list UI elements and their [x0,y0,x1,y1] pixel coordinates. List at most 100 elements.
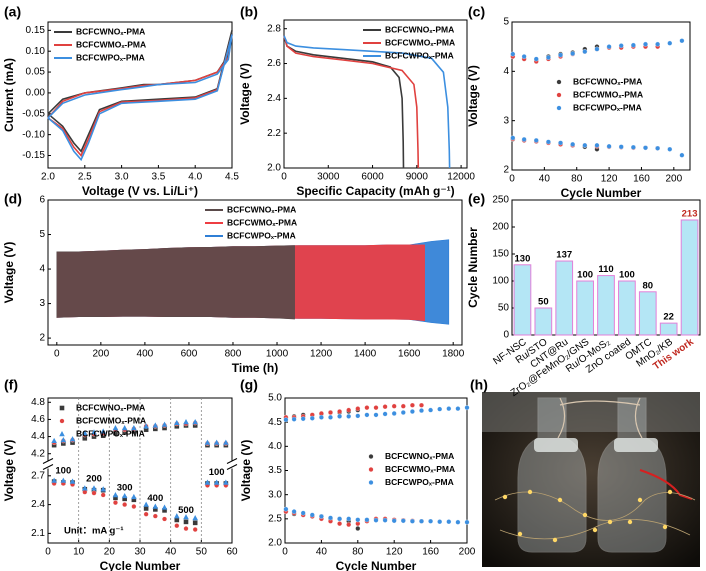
marker [630,42,636,48]
y-tick-label: 0 [503,330,509,341]
marker [204,439,211,445]
legend-label: BCFCWNOₓ-PMA [76,402,145,412]
y-tick-label: 4.2 [31,448,45,459]
marker [143,506,149,511]
marker [100,492,106,498]
marker [364,405,370,411]
marker [346,516,352,522]
leds [502,489,673,543]
y-tick-label: 3.5 [268,465,282,476]
y-tick-label: 150 [492,249,509,260]
marker [582,49,588,55]
y-tick-label: 3.0 [268,489,282,500]
marker [131,497,137,503]
rate-label: 500 [178,505,194,516]
x-tick-label: 200 [93,349,110,360]
x-axis-label: Cycle Number [100,559,181,571]
x-tick-label: 60 [226,547,238,558]
legend-label: BCFCWPOₓ-PMA [573,102,642,112]
marker [213,439,220,445]
axis-break-gap [45,460,51,469]
plot-frame [283,19,468,169]
marker [346,413,352,419]
marker [183,419,189,425]
value-label: 22 [663,312,674,323]
marker [630,144,636,150]
led-string [494,491,696,540]
x-tick-label: 1000 [266,349,289,360]
marker [428,407,434,413]
marker [594,46,600,52]
marker [309,415,315,421]
marker [69,436,76,442]
rate-label: 200 [86,473,102,484]
marker [446,519,452,525]
panel-label: (e) [468,191,485,207]
y-tick-label: 3 [39,298,45,309]
marker [152,422,159,428]
marker [558,52,563,58]
bar [638,291,657,336]
marker [91,434,97,439]
marker [510,51,516,57]
x-tick-label: 3.5 [151,172,165,183]
x-tick-label: 0 [281,172,287,183]
y-axis-label: Voltage (V) [466,65,480,127]
marker [82,430,88,436]
marker [355,413,361,419]
y-tick-label: 2.6 [267,58,281,69]
panel-label: (f) [4,377,18,393]
x-tick-label: 3000 [317,172,340,183]
marker [618,144,624,150]
marker [161,504,168,510]
y-tick-label: 2.0 [267,163,281,174]
y-tick-label: 5 [39,229,45,240]
y-axis-label: Cycle Number [466,227,480,308]
value-label: 213 [682,208,698,219]
marker [545,139,551,145]
axis-break [42,458,54,470]
marker [174,419,180,426]
bar [576,280,594,336]
marker [667,40,673,46]
x-tick-label: 2.5 [78,172,92,183]
x-tick-label: 2.0 [41,172,55,183]
marker [368,480,374,485]
marker [100,428,106,434]
marker [382,517,388,523]
marker [122,429,127,435]
unit-label: Unit：mA g⁻¹ [64,526,124,537]
marker [192,515,198,521]
marker [91,429,97,435]
y-tick-label: -0.10 [22,129,45,140]
marker [112,425,119,431]
marker [143,423,149,429]
y-tick-label: 6 [39,195,45,206]
marker [192,423,198,428]
marker [82,485,88,491]
marker [223,479,229,485]
x-axis-label: Voltage (V vs. Li/Li⁺) [82,184,198,198]
y-tick-label: 2.4 [267,93,281,104]
marker [183,526,189,532]
marker [143,511,149,517]
marker [346,407,352,413]
wire [557,397,643,439]
x-tick-label: 800 [225,349,242,360]
y-tick-label: 2.8 [267,23,281,34]
bar [513,264,532,336]
marker [337,409,343,414]
marker [100,486,106,492]
marker [464,405,470,411]
marker [558,140,563,146]
y-axis-label: Voltage (V) [2,440,16,502]
x-tick-label: 4.0 [188,172,202,183]
marker [409,409,415,414]
marker [59,431,65,437]
y-tick-label: 3 [503,115,509,126]
marker [69,478,76,484]
marker [679,38,685,44]
marker [60,477,67,483]
marker [131,429,137,434]
